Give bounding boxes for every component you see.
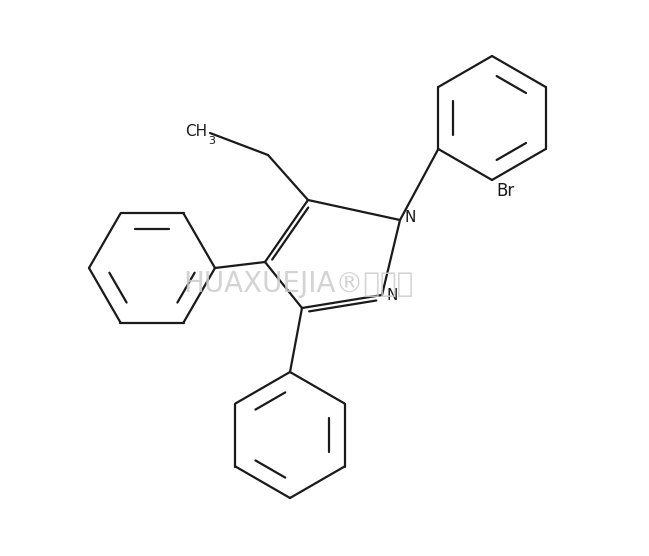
Text: N: N <box>404 211 415 226</box>
Text: HUAXUEJIA®化学姐: HUAXUEJIA®化学姐 <box>184 270 413 297</box>
Text: CH: CH <box>185 125 207 140</box>
Text: Br: Br <box>496 182 514 200</box>
Text: N: N <box>386 289 397 304</box>
Text: 3: 3 <box>208 136 215 146</box>
